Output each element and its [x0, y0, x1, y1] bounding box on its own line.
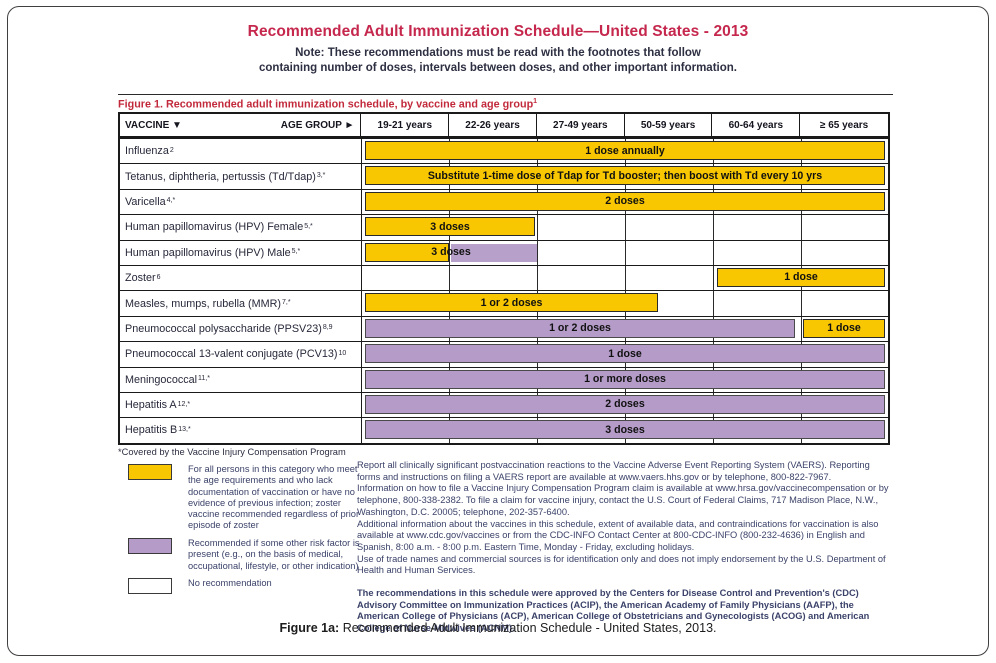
footnote-approval: The recommendations in this schedule wer…: [357, 588, 870, 634]
vaccine-label: Hepatitis B: [125, 424, 178, 437]
footnote-superscript: 12,*: [177, 400, 191, 408]
vaccine-label: Pneumococcal polysaccharide (PPSV23): [125, 322, 322, 335]
footnote-superscript: 8,9: [322, 324, 333, 332]
table-row: Hepatitis A 12,* 2 doses: [120, 391, 888, 418]
table-row: Measles, mumps, rubella (MMR) 7,* 1 or 2 …: [120, 290, 888, 316]
dose-bar: 1 or 2 doses: [365, 318, 795, 338]
dose-bar: 3 doses: [365, 217, 535, 237]
figure-label-superscript: 1: [533, 98, 538, 105]
vaccine-label: Human papillomavirus (HPV) Male: [125, 246, 291, 259]
page-note-line2: containing number of doses, intervals be…: [259, 61, 737, 74]
table-row: Pneumococcal 13-valent conjugate (PCV13)…: [120, 341, 888, 367]
dose-bar: 2 doses: [365, 191, 885, 211]
dose-bar: 3 doses: [365, 420, 885, 440]
footnote-vicp-claim: Information on how to file a Vaccine Inj…: [357, 483, 889, 517]
legend-text: For all persons in this category who mee…: [188, 464, 360, 531]
legend-item-no-recommendation: No recommendation: [128, 578, 370, 594]
table-row: Zoster 6 1 dose: [120, 264, 888, 291]
legend-swatch-yellow: [128, 464, 172, 480]
legend-swatch-purple: [128, 538, 172, 554]
immunization-schedule-table: VACCINE ▼ AGE GROUP ► 19-21 years 22-26 …: [118, 112, 890, 445]
dose-bar: 1 or 2 doses: [365, 293, 658, 313]
vaccine-label: Influenza: [125, 145, 169, 158]
footnote-superscript: 10: [338, 349, 347, 357]
legend-text: No recommendation: [188, 578, 272, 588]
table-row: Pneumococcal polysaccharide (PPSV23) 8,9 …: [120, 315, 888, 342]
dose-bar: 1 dose: [365, 344, 885, 364]
footnote-trade-names: Use of trade names and commercial source…: [357, 553, 886, 576]
legend-item-risk-factor: Recommended if some other risk factor is…: [128, 538, 370, 572]
footnote-superscript: 4,*: [166, 197, 176, 205]
footnote-superscript: 13,*: [178, 425, 191, 433]
vaccine-label: Hepatitis A: [125, 399, 177, 412]
caption-text: Recommended Adult Immunization Schedule …: [339, 621, 717, 635]
vaccine-label: Human papillomavirus (HPV) Female: [125, 221, 304, 234]
vaccine-label: Zoster: [125, 272, 156, 285]
legend-swatch-white: [128, 578, 172, 594]
table-row: Meningococcal 11,* 1 or more doses: [120, 366, 888, 392]
age-column-header: 19-21 years: [361, 114, 450, 136]
age-column-header: 27-49 years: [537, 114, 625, 136]
divider-line: [118, 94, 893, 95]
vaccine-label: Pneumococcal 13-valent conjugate (PCV13): [125, 348, 338, 361]
footnote-vaers: Report all clinically significant postva…: [357, 460, 870, 482]
age-column-header: ≥ 65 years: [819, 119, 869, 131]
dose-bar: [365, 242, 449, 262]
footnote-additional-info: Additional information about the vaccine…: [357, 518, 879, 552]
table-header-row: VACCINE ▼ AGE GROUP ► 19-21 years 22-26 …: [120, 114, 888, 138]
footnote-superscript: 7,*: [282, 299, 291, 307]
page-title: Recommended Adult Immunization Schedule—…: [247, 23, 749, 40]
age-column-header: 50-59 years: [625, 114, 713, 136]
figure-label: Figure 1. Recommended adult immunization…: [118, 98, 538, 111]
age-column-header: 60-64 years: [712, 114, 801, 136]
table-row: Human papillomavirus (HPV) Female 5,* 3 d…: [120, 214, 888, 240]
vaccine-label: Varicella: [125, 195, 166, 208]
dose-bar: [451, 243, 537, 262]
legend-text: Recommended if some other risk factor is…: [188, 538, 360, 571]
dose-bar: 1 dose: [803, 318, 885, 338]
dose-bar: 1 dose: [717, 267, 885, 287]
figure-caption: Figure 1a: Recommended Adult Immunizatio…: [0, 621, 996, 635]
table-row: Hepatitis B 13,* 3 doses: [120, 417, 888, 443]
footnote-superscript: 5,*: [304, 222, 313, 230]
age-group-header-label: AGE GROUP ►: [280, 119, 355, 131]
table-row: Human papillomavirus (HPV) Male 5,* 3 dos…: [120, 239, 888, 265]
table-row: Influenza 2 1 dose annually: [120, 138, 888, 164]
vaccine-label: Meningococcal: [125, 373, 198, 386]
vaccine-column-header: VACCINE ▼ AGE GROUP ►: [120, 114, 362, 136]
footnote-superscript: 2: [169, 146, 174, 154]
age-column-header: 22-26 years: [449, 114, 537, 136]
dose-bar: 1 dose annually: [365, 141, 885, 160]
page-note-line1: Note: These recommendations must be read…: [295, 47, 701, 59]
table-row: Varicella 4,* 2 doses: [120, 188, 888, 215]
footnote-superscript: 5,*: [291, 248, 301, 256]
footnote-superscript: 3,*: [316, 172, 326, 180]
page-note: Note: These recommendations must be read…: [0, 46, 996, 75]
vicp-covered-note: *Covered by the Vaccine Injury Compensat…: [118, 447, 346, 457]
dose-bar: Substitute 1-time dose of Tdap for Td bo…: [365, 166, 885, 186]
caption-label: Figure 1a:: [279, 621, 340, 635]
vaccine-label: Measles, mumps, rubella (MMR): [125, 297, 281, 310]
vaccine-label: Tetanus, diphtheria, pertussis (Td/Tdap): [125, 170, 316, 183]
footnote-superscript: 6: [156, 273, 161, 281]
vaccine-header-label: VACCINE ▼: [125, 119, 182, 131]
footnote-superscript: 11,*: [198, 375, 210, 383]
table-row: Tetanus, diphtheria, pertussis (Td/Tdap)…: [120, 163, 888, 189]
footnotes-block: Report all clinically significant postva…: [357, 460, 894, 635]
dose-bar: 1 or more doses: [365, 369, 885, 389]
legend-item-for-all: For all persons in this category who mee…: [128, 464, 370, 532]
dose-bar: 2 doses: [365, 394, 885, 414]
